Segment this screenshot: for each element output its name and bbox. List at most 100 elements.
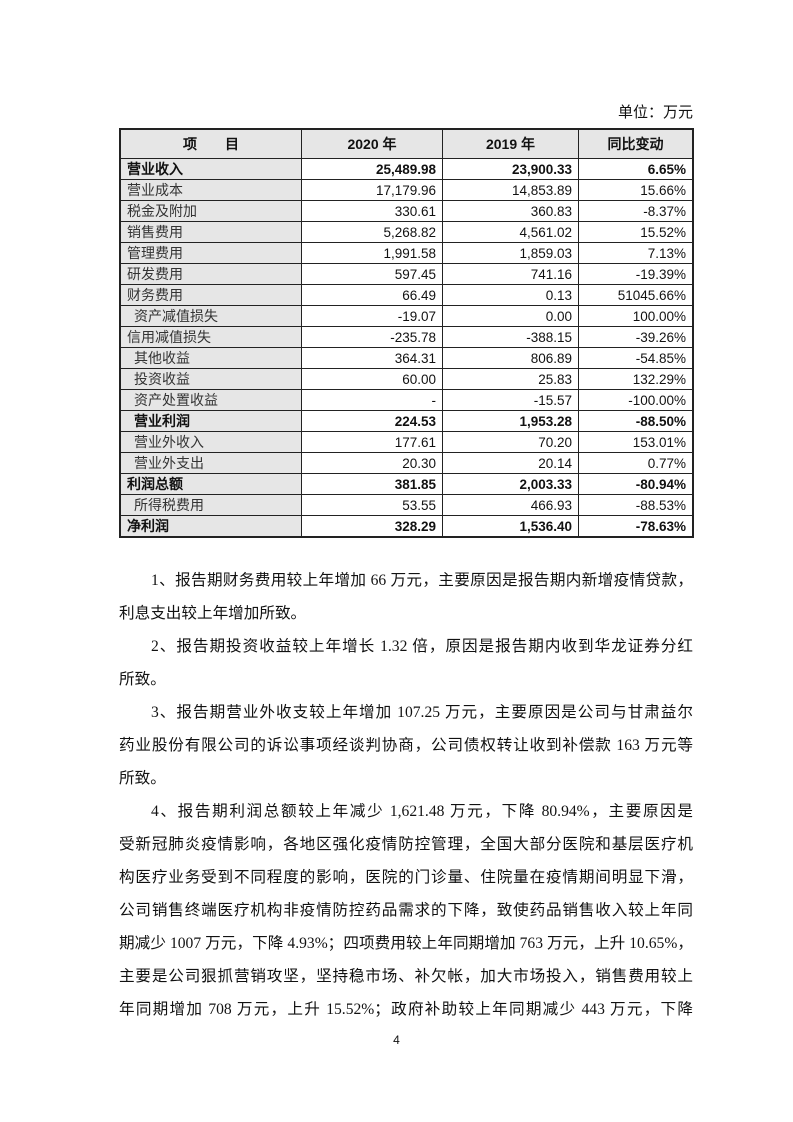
- text-line: 3、报告期营业外收支较上年增加 107.25 万元，主要原因是公司与甘肃益尔: [151, 704, 693, 721]
- value-2020: 25,489.98: [301, 158, 443, 180]
- value-2019: 23,900.33: [442, 158, 579, 180]
- value-2020: 5,268.82: [301, 221, 443, 243]
- value-change: -88.50%: [578, 410, 694, 432]
- value-2020: 381.85: [301, 473, 443, 495]
- value-change: -88.53%: [578, 494, 694, 516]
- text-line: 期减少 1007 万元，下降 4.93%；四项费用较上年同期增加 763 万元，…: [119, 935, 693, 952]
- row-label: 其他收益: [119, 347, 302, 369]
- text-line: 利息支出较上年增加所致。: [119, 605, 307, 622]
- header-2020: 2020 年: [301, 128, 443, 159]
- paragraph: 4、报告期利润总额较上年减少 1,621.48 万元，下降 80.94%，主要原…: [119, 799, 693, 1030]
- value-2019: 25.83: [442, 368, 579, 390]
- table-row: 净利润 328.29 1,536.40 -78.63%: [119, 515, 694, 538]
- value-change: -8.37%: [578, 200, 694, 222]
- row-label: 所得税费用: [119, 494, 302, 516]
- value-2019: -15.57: [442, 389, 579, 411]
- value-2019: 466.93: [442, 494, 579, 516]
- row-label: 财务费用: [119, 284, 302, 306]
- table-row: 营业成本 17,179.96 14,853.89 15.66%: [119, 179, 694, 201]
- row-label: 营业利润: [119, 410, 302, 432]
- paragraph: 1、报告期财务费用较上年增加 66 万元，主要原因是报告期内新增疫情贷款， 利息支…: [119, 568, 693, 634]
- header-item: 项 目: [119, 128, 302, 159]
- row-label: 利润总额: [119, 473, 302, 495]
- value-change: -39.26%: [578, 326, 694, 348]
- table-row: 销售费用 5,268.82 4,561.02 15.52%: [119, 221, 694, 243]
- table-header-row: 项 目 2020 年 2019 年 同比变动: [119, 128, 694, 159]
- table-row: 信用减值损失 -235.78 -388.15 -39.26%: [119, 326, 694, 348]
- text-line: 药业股份有限公司的诉讼事项经谈判协商，公司债权转让收到补偿款 163 万元等: [119, 737, 693, 754]
- value-2019: 360.83: [442, 200, 579, 222]
- row-label: 资产处置收益: [119, 389, 302, 411]
- row-label: 投资收益: [119, 368, 302, 390]
- value-change: -78.63%: [578, 515, 694, 538]
- row-label: 营业外收入: [119, 431, 302, 453]
- value-change: 153.01%: [578, 431, 694, 453]
- table-row: 所得税费用 53.55 466.93 -88.53%: [119, 494, 694, 516]
- value-2020: 1,991.58: [301, 242, 443, 264]
- page-number: 4: [393, 1033, 400, 1047]
- value-change: 7.13%: [578, 242, 694, 264]
- table-row: 其他收益 364.31 806.89 -54.85%: [119, 347, 694, 369]
- table-row: 利润总额 381.85 2,003.33 -80.94%: [119, 473, 694, 495]
- text-line: 所致。: [119, 671, 166, 688]
- value-2019: 741.16: [442, 263, 579, 285]
- value-change: 51045.66%: [578, 284, 694, 306]
- value-2019: 806.89: [442, 347, 579, 369]
- table-row: 管理费用 1,991.58 1,859.03 7.13%: [119, 242, 694, 264]
- value-2019: 0.00: [442, 305, 579, 327]
- text-line: 受新冠肺炎疫情影响，各地区强化疫情防控管理，全国大部分医院和基层医疗机: [119, 836, 693, 853]
- value-2020: 66.49: [301, 284, 443, 306]
- header-2019: 2019 年: [442, 128, 579, 159]
- row-label: 营业成本: [119, 179, 302, 201]
- value-2020: -235.78: [301, 326, 443, 348]
- value-2020: 224.53: [301, 410, 443, 432]
- value-2019: 0.13: [442, 284, 579, 306]
- table-row: 研发费用 597.45 741.16 -19.39%: [119, 263, 694, 285]
- table-row: 营业外收入 177.61 70.20 153.01%: [119, 431, 694, 453]
- value-change: -100.00%: [578, 389, 694, 411]
- row-label: 净利润: [119, 515, 302, 538]
- value-2020: 364.31: [301, 347, 443, 369]
- text-line: 主要是公司狠抓营销攻坚，坚持稳市场、补欠帐，加大市场投入，销售费用较上: [119, 968, 693, 985]
- value-2020: 330.61: [301, 200, 443, 222]
- value-change: -19.39%: [578, 263, 694, 285]
- value-change: 6.65%: [578, 158, 694, 180]
- value-2020: 177.61: [301, 431, 443, 453]
- value-2020: -: [301, 389, 443, 411]
- text-line: 年同期增加 708 万元，上升 15.52%；政府补助较上年同期减少 443 万…: [119, 1001, 693, 1018]
- row-label: 研发费用: [119, 263, 302, 285]
- value-2019: -388.15: [442, 326, 579, 348]
- row-label: 管理费用: [119, 242, 302, 264]
- paragraph: 2、报告期投资收益较上年增长 1.32 倍，原因是报告期内收到华龙证券分红 所致。: [119, 634, 693, 700]
- value-2020: -19.07: [301, 305, 443, 327]
- paragraph: 3、报告期营业外收支较上年增加 107.25 万元，主要原因是公司与甘肃益尔药业…: [119, 700, 693, 799]
- row-label: 营业外支出: [119, 452, 302, 474]
- table-row: 营业利润 224.53 1,953.28 -88.50%: [119, 410, 694, 432]
- row-label: 信用减值损失: [119, 326, 302, 348]
- table-row: 投资收益 60.00 25.83 132.29%: [119, 368, 694, 390]
- value-change: 100.00%: [578, 305, 694, 327]
- table-row: 税金及附加 330.61 360.83 -8.37%: [119, 200, 694, 222]
- value-2019: 70.20: [442, 431, 579, 453]
- value-change: 15.66%: [578, 179, 694, 201]
- value-change: 15.52%: [578, 221, 694, 243]
- row-label: 营业收入: [119, 158, 302, 180]
- unit-label: 单位：万元: [617, 105, 693, 121]
- value-change: -54.85%: [578, 347, 694, 369]
- value-2019: 4,561.02: [442, 221, 579, 243]
- table-row: 资产减值损失 -19.07 0.00 100.00%: [119, 305, 694, 327]
- value-2020: 60.00: [301, 368, 443, 390]
- value-2020: 17,179.96: [301, 179, 443, 201]
- value-2019: 1,536.40: [442, 515, 579, 538]
- value-2020: 597.45: [301, 263, 443, 285]
- analysis-text: 1、报告期财务费用较上年增加 66 万元，主要原因是报告期内新增疫情贷款， 利息支…: [119, 568, 693, 1030]
- value-2020: 20.30: [301, 452, 443, 474]
- table-row: 营业外支出 20.30 20.14 0.77%: [119, 452, 694, 474]
- value-change: -80.94%: [578, 473, 694, 495]
- row-label: 销售费用: [119, 221, 302, 243]
- value-2020: 53.55: [301, 494, 443, 516]
- value-2019: 20.14: [442, 452, 579, 474]
- text-line: 4、报告期利润总额较上年减少 1,621.48 万元，下降 80.94%，主要原…: [151, 803, 693, 820]
- text-line: 公司销售终端医疗机构非疫情防控药品需求的下降，致使药品销售收入较上年同: [119, 902, 693, 919]
- header-change: 同比变动: [578, 128, 694, 159]
